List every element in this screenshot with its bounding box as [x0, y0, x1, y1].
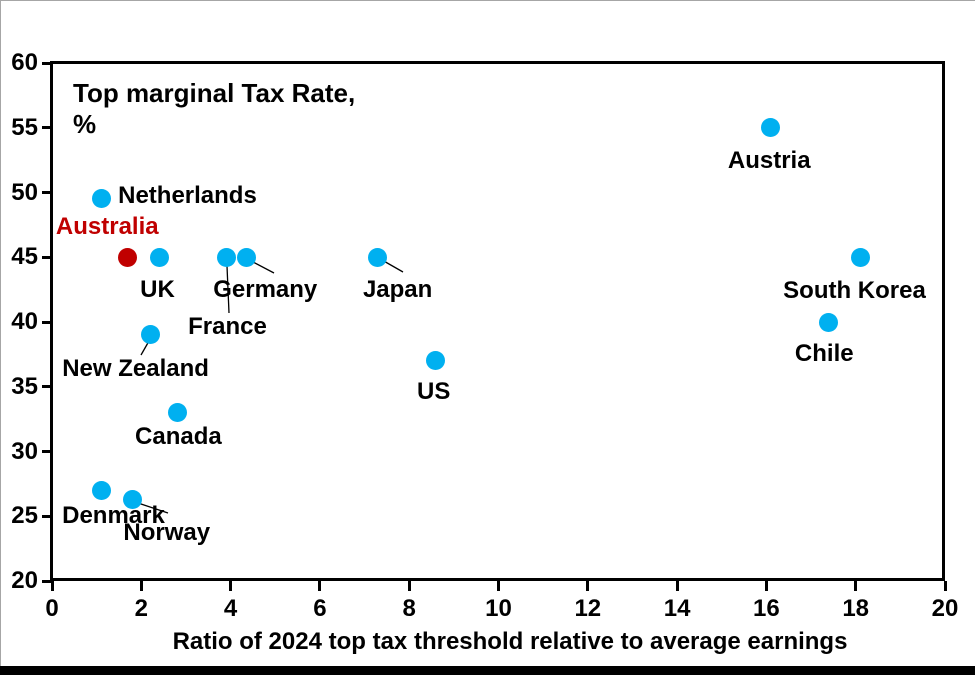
data-point-dot-japan — [368, 247, 388, 267]
leader-line-france — [226, 265, 230, 314]
y-tick — [42, 126, 52, 130]
data-point-label-new-zealand: New Zealand — [62, 354, 209, 382]
data-point-label-south-korea: South Korea — [783, 277, 926, 305]
data-point-label-france: France — [188, 313, 267, 341]
data-point-label-netherlands: Netherlands — [118, 181, 257, 209]
x-tick-label: 8 — [402, 595, 416, 622]
frame-top-line — [0, 0, 975, 1]
data-point-dot-denmark — [91, 480, 111, 500]
chart-title-line2: % — [73, 109, 97, 139]
x-tick-label: 4 — [223, 595, 238, 622]
y-tick-label: 30 — [11, 437, 38, 465]
y-tick — [42, 255, 52, 259]
chart-title: Top marginal Tax Rate, % — [73, 78, 355, 140]
data-point-dot-uk — [149, 247, 169, 267]
x-tick — [854, 581, 858, 591]
x-tick — [50, 581, 54, 591]
data-point-label-us: US — [416, 377, 451, 405]
data-point-label-austria: Austria — [727, 146, 811, 174]
x-tick-label: 0 — [45, 595, 59, 622]
y-tick — [42, 450, 52, 453]
bottom-black-bar — [0, 666, 975, 675]
y-tick-label: 40 — [11, 308, 38, 335]
frame-left-line — [0, 0, 1, 666]
x-axis-title: Ratio of 2024 top tax threshold relative… — [172, 628, 848, 655]
x-tick — [586, 581, 590, 591]
data-point-dot-us — [426, 351, 446, 371]
y-tick-label: 20 — [11, 567, 38, 594]
data-point-label-denmark: Denmark — [62, 502, 165, 530]
x-tick — [139, 581, 143, 591]
data-point-label-germany: Germany — [213, 276, 318, 304]
data-point-label-japan: Japan — [362, 276, 433, 304]
data-point-label-canada: Canada — [135, 422, 222, 450]
chart-title-line1: Top marginal Tax Rate, — [73, 78, 356, 108]
data-point-dot-france — [216, 247, 236, 267]
y-tick-label: 60 — [11, 49, 38, 76]
data-point-label-norway: Norway — [123, 519, 211, 547]
y-tick-label: 45 — [11, 243, 38, 271]
x-tick-label: 6 — [313, 595, 327, 622]
data-point-dot-germany — [236, 247, 256, 267]
x-tick-label: 16 — [753, 595, 780, 622]
x-tick — [675, 581, 679, 591]
y-tick — [42, 191, 52, 194]
x-tick-label: 12 — [574, 595, 602, 622]
y-tick — [42, 514, 52, 518]
data-point-label-australia: Australia — [55, 213, 159, 241]
x-tick — [229, 581, 233, 591]
data-point-dot-canada — [167, 403, 187, 423]
y-tick — [42, 320, 52, 324]
data-point-dot-australia — [118, 247, 138, 267]
x-tick — [943, 581, 947, 591]
x-tick-label: 2 — [134, 595, 148, 622]
data-point-dot-chile — [819, 312, 839, 332]
x-tick-label: 20 — [931, 595, 959, 622]
y-tick-label: 55 — [11, 113, 38, 141]
x-tick — [318, 581, 322, 591]
y-tick-label: 25 — [11, 502, 38, 530]
x-tick-label: 10 — [485, 595, 512, 622]
y-tick-label: 35 — [11, 372, 38, 400]
data-point-label-uk: UK — [140, 276, 175, 304]
x-tick — [407, 581, 411, 591]
y-tick-label: 50 — [11, 178, 38, 206]
x-tick-label: 18 — [842, 595, 870, 622]
data-point-label-chile: Chile — [794, 340, 854, 367]
x-tick — [764, 581, 768, 591]
data-point-dot-south-korea — [850, 247, 870, 267]
leader-line-germany — [252, 261, 275, 274]
data-point-dot-austria — [761, 118, 781, 138]
y-tick — [42, 385, 52, 389]
y-tick — [42, 61, 52, 65]
data-point-dot-norway — [122, 489, 142, 509]
x-tick-label: 14 — [663, 595, 691, 622]
data-point-dot-new-zealand — [140, 325, 160, 345]
x-tick — [497, 581, 500, 591]
y-tick — [42, 579, 52, 583]
data-point-dot-netherlands — [91, 189, 111, 209]
